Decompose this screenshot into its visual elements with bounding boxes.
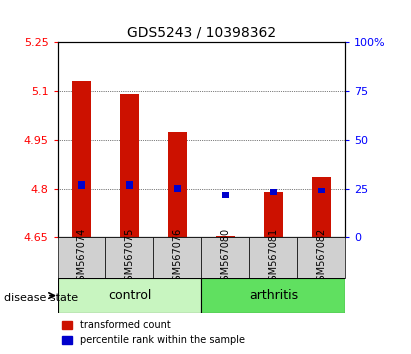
Bar	[312, 177, 331, 237]
Bar	[201, 237, 249, 278]
Bar	[58, 237, 106, 278]
Text: GSM567076: GSM567076	[173, 228, 182, 287]
Text: GSM567081: GSM567081	[268, 228, 278, 287]
Bar	[318, 188, 325, 193]
Bar	[297, 237, 345, 278]
Text: GSM567080: GSM567080	[220, 228, 230, 287]
Bar	[201, 278, 345, 313]
Bar	[264, 192, 283, 237]
Bar	[249, 237, 297, 278]
Title: GDS5243 / 10398362: GDS5243 / 10398362	[127, 26, 276, 40]
Text: disease state: disease state	[4, 293, 78, 303]
Bar	[153, 237, 201, 278]
Legend: transformed count, percentile rank within the sample: transformed count, percentile rank withi…	[58, 316, 249, 349]
Bar	[174, 185, 181, 192]
Text: GSM567074: GSM567074	[76, 228, 86, 287]
Bar	[168, 132, 187, 237]
Bar	[120, 95, 139, 237]
Bar	[106, 237, 153, 278]
Bar	[78, 181, 85, 189]
Bar	[72, 81, 91, 237]
Bar	[270, 189, 277, 195]
Text: GSM567075: GSM567075	[125, 228, 134, 287]
Text: GSM567082: GSM567082	[316, 228, 326, 287]
Text: control: control	[108, 289, 151, 302]
Bar	[222, 193, 229, 198]
Bar	[126, 181, 133, 189]
Bar	[58, 278, 201, 313]
Bar	[216, 235, 235, 237]
Text: arthritis: arthritis	[249, 289, 298, 302]
